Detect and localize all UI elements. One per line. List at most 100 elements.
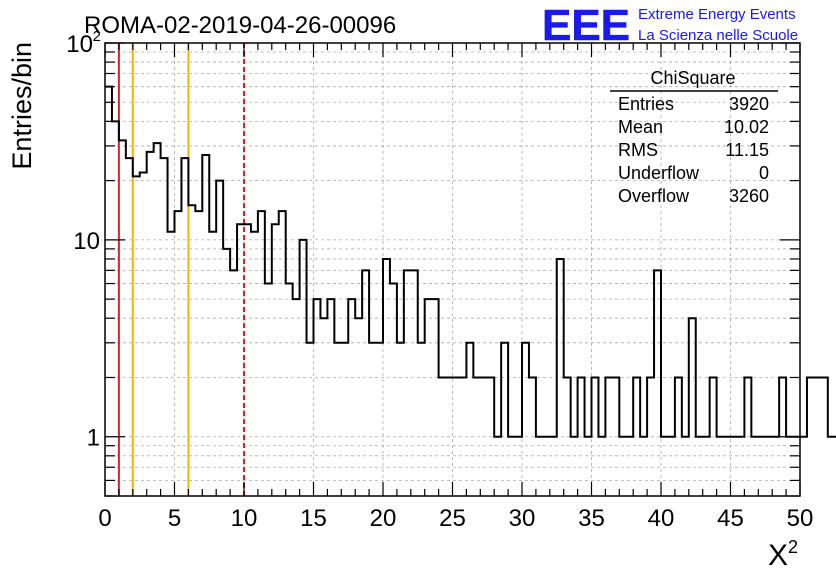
stats-row-value: 10.02 [724,117,769,137]
x-tick-label: 40 [648,505,675,532]
eee-logo-mark: EEE [542,1,630,50]
histogram-bin [258,211,265,496]
histogram-bin [348,299,355,496]
axes [104,42,801,497]
stats-row-label: Underflow [618,163,700,183]
histogram-bin [369,343,376,496]
histogram-bin [320,318,327,496]
histogram-bin [293,299,300,496]
histogram-bin [828,437,835,496]
histogram-bin [807,377,814,496]
y-tick-label-exponent: 2 [93,28,101,45]
histogram-bin [800,437,807,496]
histogram-bin [432,299,439,496]
histogram-bin [501,343,508,496]
histogram-bin [175,211,182,496]
stats-row-value: 3920 [729,94,769,114]
stats-row-value: 0 [759,163,769,183]
histogram-bin [397,343,404,496]
x-tick-label: 50 [787,505,814,532]
stats-row-label: Overflow [618,186,690,206]
stats-row-value: 11.15 [725,140,769,160]
stats-box-title: ChiSquare [650,68,735,88]
eee-logo-line1: Extreme Energy Events [638,6,796,23]
histogram-bin [355,318,362,496]
x-tick-label: 30 [509,505,536,532]
histogram-step-line [105,85,836,438]
histogram-bin [327,299,334,496]
histogram-bin [411,270,418,496]
histogram-bin [466,343,473,496]
y-tick-label: 10 [66,31,93,58]
histogram-bin [202,155,209,496]
histogram-bin [154,143,161,496]
histogram-bin [244,224,251,496]
x-tick-label: 20 [370,505,397,532]
histogram-bin [376,343,383,496]
histogram-bin [126,158,133,496]
y-tick-label: 1 [87,425,100,452]
histogram-bin [181,158,188,496]
x-axis-label-base: X [768,539,788,572]
histogram-bin [689,318,696,496]
stats-row-label: Entries [618,94,674,114]
histogram-bin [341,343,348,496]
stats-row-label: Mean [618,117,663,137]
histogram-bin [307,343,314,496]
histogram-bin [230,270,237,496]
stats-row-label: RMS [618,140,658,160]
grid [105,43,800,496]
histogram-bin [140,172,147,496]
histogram-bin [821,377,828,496]
histogram-bin [251,232,258,496]
histogram-bin [161,158,168,496]
y-tick-label: 10 [73,228,100,255]
x-tick-label: 15 [300,505,327,532]
x-tick-label: 35 [578,505,605,532]
histogram-bin [105,87,112,496]
x-tick-label: 10 [231,505,258,532]
histogram-bin [654,270,661,496]
y-axis-label: Entries/bin [7,42,37,170]
x-axis-label: X2 [768,537,798,572]
histogram-bin [112,121,119,496]
x-tick-label: 25 [439,505,466,532]
histogram-bin [209,232,216,496]
histogram-bin [223,249,230,496]
x-tick-label: 0 [98,505,111,532]
stats-row-value: 3260 [729,186,769,206]
x-tick-label: 5 [168,505,181,532]
histogram-bars [105,85,836,496]
histogram-bin [168,232,175,496]
histogram-bin [147,152,154,496]
histogram-bin [314,299,321,496]
histogram-bin [265,284,272,496]
histogram-bin [300,240,307,496]
eee-logo-line2: La Scienza nelle Scuole [638,27,798,44]
histogram-bin [425,299,432,496]
histogram-bin [133,176,140,496]
stats-box: ChiSquare Entries 3920 Mean 10.02 RMS 11.15 Un… [610,68,778,206]
histogram-bin [286,284,293,496]
histogram-bin [195,211,202,496]
x-tick-labels: 0 5 10 15 20 25 30 35 40 45 50 [98,505,813,532]
histogram-bin [272,224,279,496]
stats-rows: Entries 3920 Mean 10.02 RMS 11.15 Underflow 0 Ov… [618,94,769,206]
histogram-bin [404,270,411,496]
histogram-bin [814,377,821,496]
histogram-bin [279,211,286,496]
x-axis-label-sup: 2 [788,537,798,557]
reference-lines [117,43,245,496]
eee-logo: EEE Extreme Energy Events La Scienza nel… [542,1,798,51]
histogram-bin [522,343,529,496]
chart-title: ROMA-02-2019-04-26-00096 [84,12,396,39]
histogram-bin [390,284,397,496]
histogram-bin [362,270,369,496]
histogram-bin [418,343,425,496]
histogram-bin [216,181,223,496]
histogram-bin [334,343,341,496]
x-tick-label: 45 [717,505,744,532]
